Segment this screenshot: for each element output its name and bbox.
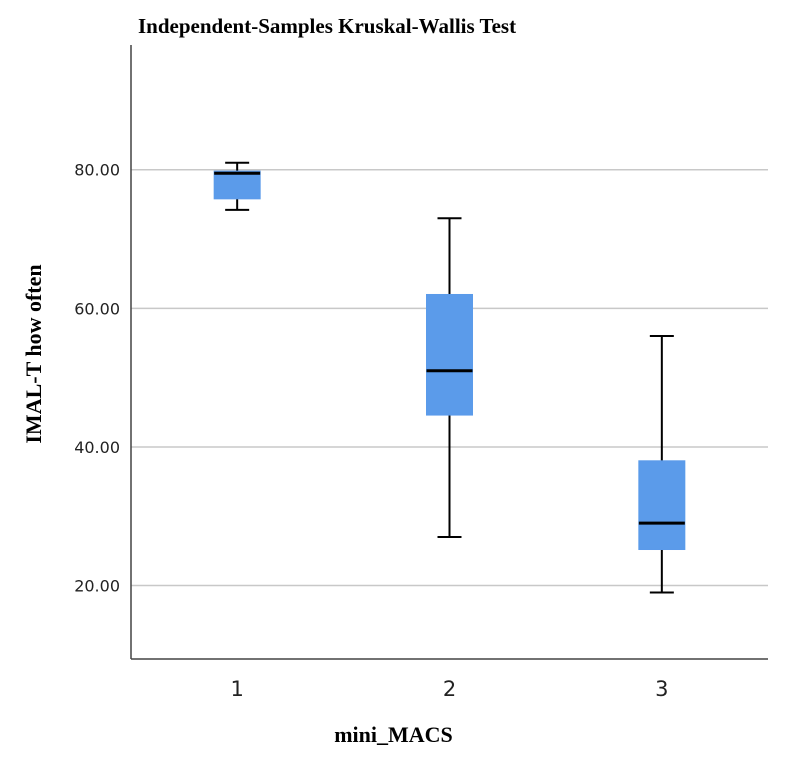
chart-title: Independent-Samples Kruskal-Wallis Test [138, 14, 517, 38]
y-tick-label: 60.00 [74, 299, 120, 318]
box-group [638, 335, 686, 594]
iqr-box [213, 170, 261, 200]
x-tick-label: 2 [443, 677, 456, 701]
x-tick-label: 3 [655, 677, 668, 701]
y-tick-label: 80.00 [74, 161, 120, 180]
y-tick-label: 20.00 [74, 577, 120, 596]
box-group [213, 161, 261, 211]
y-tick-label: 40.00 [74, 438, 120, 457]
iqr-box [638, 460, 686, 551]
x-axis-label: mini_MACS [334, 722, 453, 747]
box-group [426, 217, 473, 539]
x-tick-label: 1 [230, 677, 243, 701]
iqr-box [426, 293, 473, 416]
